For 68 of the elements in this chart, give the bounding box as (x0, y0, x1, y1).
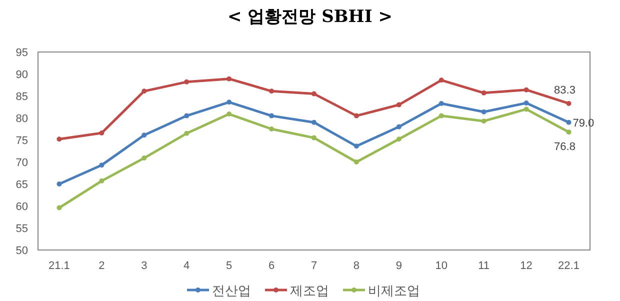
point (226, 100, 232, 105)
chart-title: < 업황전망 SBHI > (228, 7, 392, 27)
y-tick-label: 85 (16, 91, 28, 103)
point (396, 124, 402, 130)
point (184, 113, 190, 118)
point (226, 76, 232, 82)
point (56, 136, 62, 142)
point (524, 87, 529, 92)
point (184, 79, 190, 84)
y-tick-label: 80 (16, 113, 28, 125)
legend-label: 비제조업 (368, 283, 420, 298)
point (142, 156, 147, 161)
x-tick-label: 11 (478, 260, 490, 272)
point (312, 120, 316, 125)
x-tick-label: 7 (310, 260, 318, 272)
point (99, 130, 104, 136)
y-tick-label: 60 (16, 201, 28, 213)
point (184, 130, 190, 136)
point (354, 160, 359, 164)
point (226, 112, 232, 117)
point (396, 136, 402, 142)
point (312, 91, 316, 96)
x-tick-label: 12 (520, 260, 532, 272)
point (142, 132, 147, 138)
point (56, 182, 62, 186)
point (481, 109, 486, 114)
point (269, 88, 274, 94)
x-tick-label: 6 (268, 260, 275, 272)
legend-label: 전산업 (212, 283, 251, 298)
x-tick-label: 10 (435, 260, 448, 272)
point (566, 100, 572, 106)
point (481, 118, 486, 124)
x-tick-label: 21.1 (48, 260, 70, 272)
point (99, 162, 104, 168)
x-tick-label: 8 (353, 260, 360, 272)
point (269, 126, 274, 132)
data-label: 83.3 (554, 84, 576, 96)
y-tick-label: 70 (16, 157, 28, 169)
y-tick-label: 50 (16, 245, 28, 257)
point (99, 178, 104, 184)
y-tick-label: 55 (16, 223, 28, 235)
point (142, 88, 147, 94)
x-tick-label: 22.1 (558, 260, 580, 272)
y-tick-label: 95 (16, 47, 28, 59)
legend-label: 제조업 (290, 283, 329, 298)
x-tick-label: 2 (98, 260, 105, 272)
point (396, 102, 402, 108)
point (354, 144, 359, 149)
y-tick-label: 65 (16, 179, 28, 191)
y-tick-label: 75 (16, 135, 28, 147)
y-tick-label: 90 (16, 69, 28, 81)
point (524, 106, 529, 112)
point (56, 205, 62, 210)
point (438, 113, 444, 118)
x-tick-label: 3 (141, 260, 148, 272)
data-label: 76.8 (554, 141, 576, 154)
point (354, 113, 359, 118)
point (566, 130, 572, 135)
point (438, 78, 444, 83)
x-tick-label: 5 (226, 260, 232, 272)
point (566, 120, 572, 125)
point (269, 113, 274, 118)
x-tick-label: 4 (184, 260, 190, 272)
point (312, 135, 316, 140)
x-tick-label: 9 (396, 260, 402, 272)
point (438, 100, 444, 106)
point (524, 100, 529, 106)
point (481, 90, 486, 96)
